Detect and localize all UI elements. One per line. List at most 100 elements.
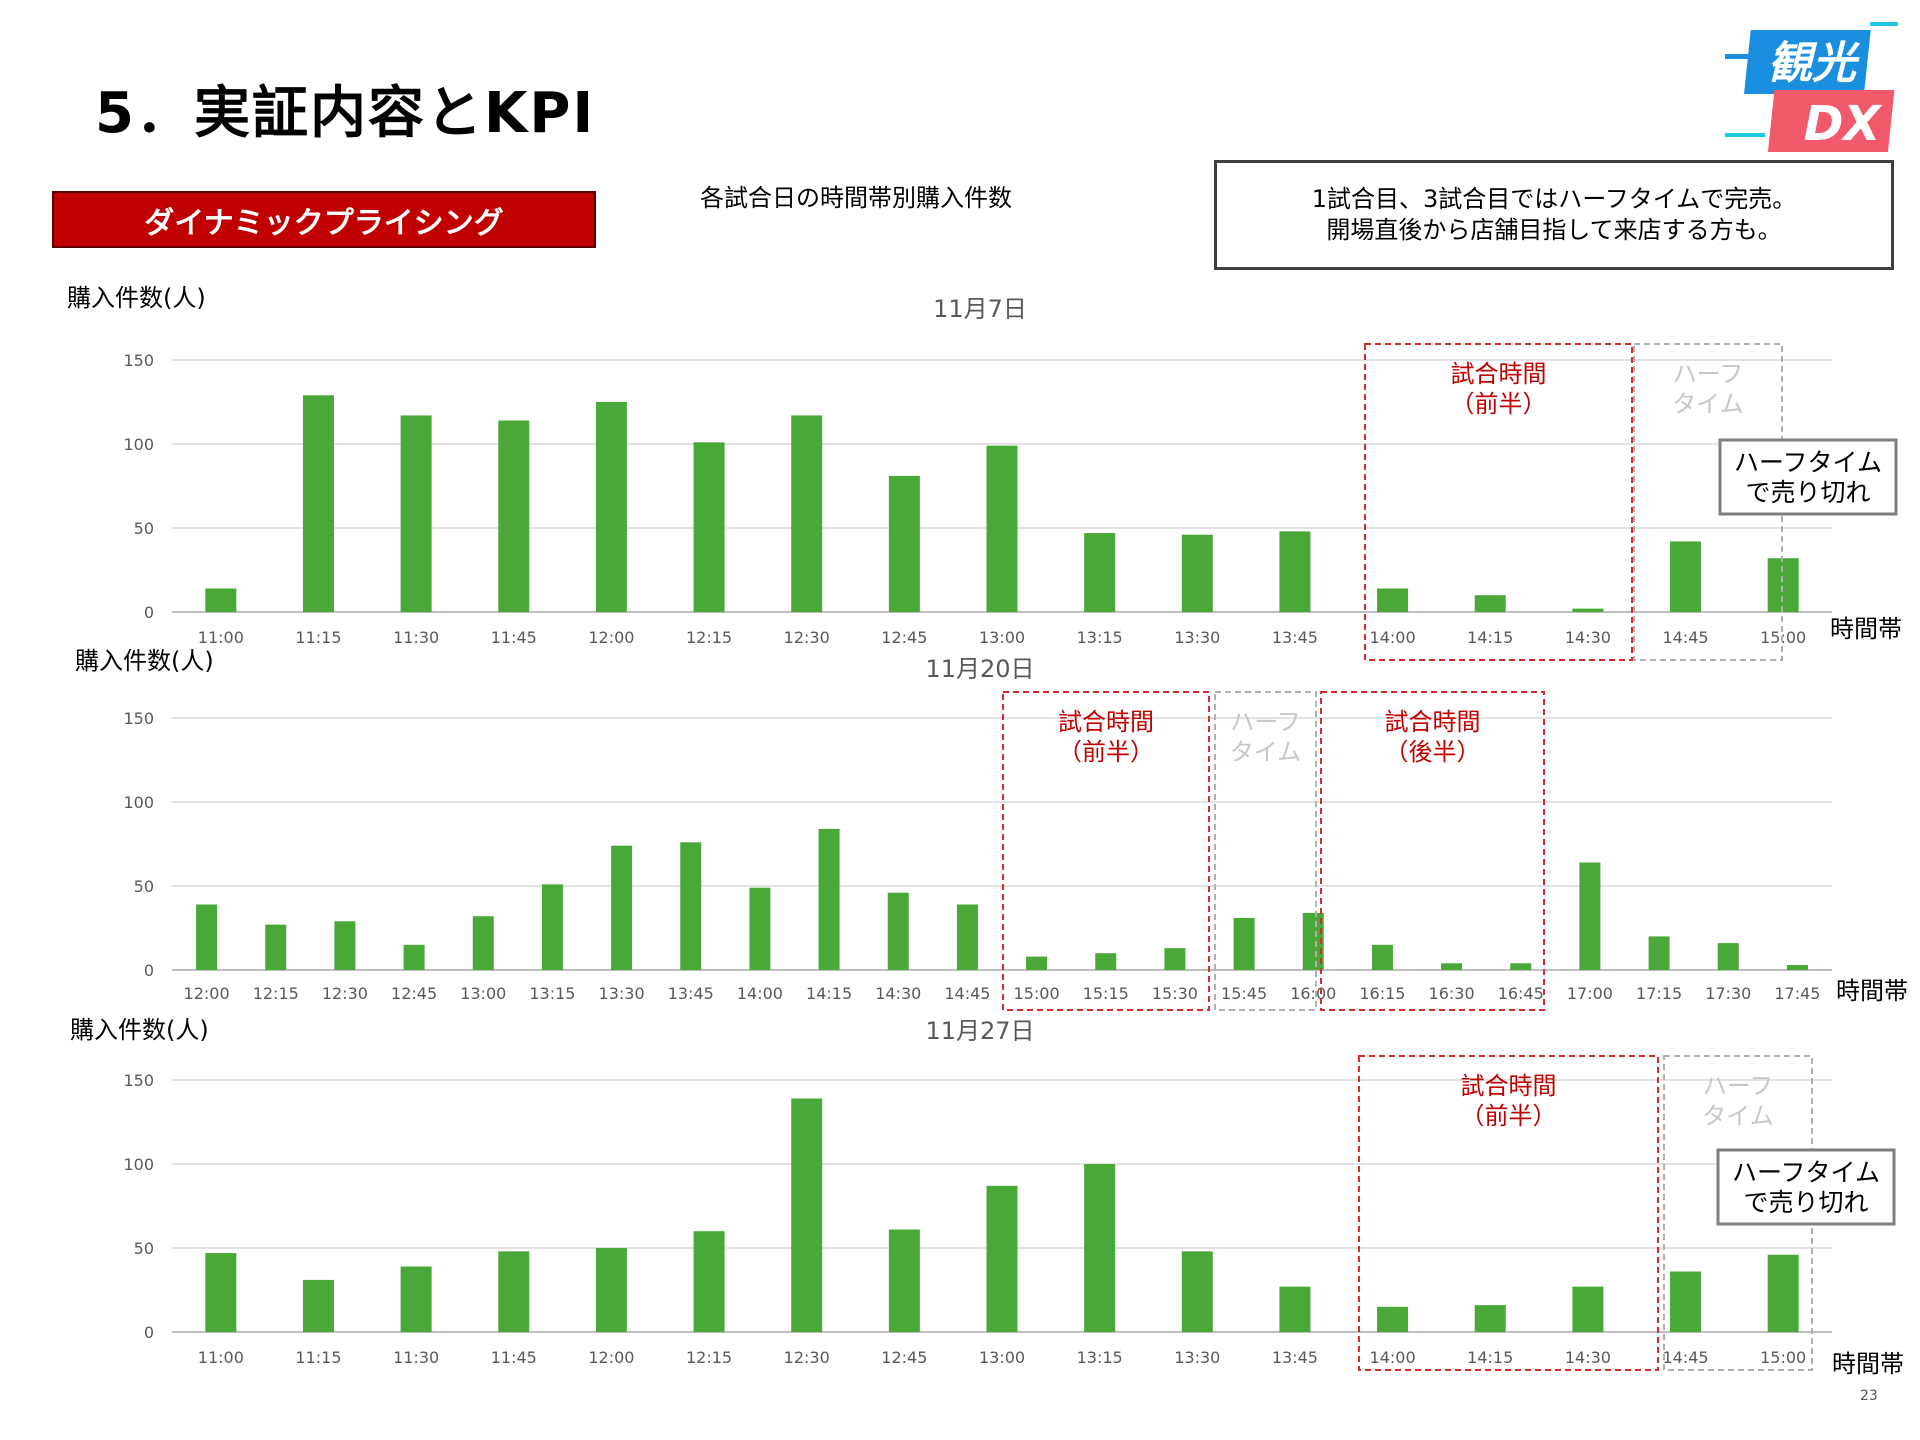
logo-cyan-dash [1725, 133, 1765, 137]
y-tick-label: 150 [123, 709, 154, 728]
logo-text-kanko: 観光 [1768, 38, 1861, 89]
sold-out-callout-text: ハーフタイム [1734, 448, 1882, 477]
x-tick-label: 14:45 [944, 984, 990, 1003]
bar [1572, 1286, 1604, 1332]
bar [1474, 1305, 1506, 1332]
bar [1510, 963, 1532, 970]
y-tick-label: 0 [144, 603, 154, 622]
bar [334, 921, 356, 970]
bar [887, 892, 909, 970]
x-tick-label: 15:00 [1760, 1348, 1806, 1367]
bar [403, 944, 425, 970]
bar [888, 475, 920, 612]
x-tick-label: 12:00 [588, 628, 634, 647]
x-tick-label: 13:15 [1077, 1348, 1123, 1367]
bar [888, 1229, 920, 1332]
bar [1181, 534, 1213, 612]
y-tick-label: 0 [144, 961, 154, 980]
bar [1026, 956, 1048, 970]
bar [1474, 595, 1506, 612]
bar [1572, 608, 1604, 612]
bar [986, 445, 1018, 612]
chart-title: 11月7日 [933, 295, 1027, 323]
x-tick-label: 14:15 [1467, 628, 1513, 647]
halftime-label: タイム [1702, 1102, 1774, 1130]
x-tick-label: 17:00 [1567, 984, 1613, 1003]
halftime-label: タイム [1672, 390, 1744, 418]
bar [1084, 1164, 1116, 1332]
bar [680, 842, 702, 970]
bar [1377, 1306, 1409, 1332]
x-tick-label: 15:00 [1014, 984, 1060, 1003]
x-tick-label: 16:30 [1429, 984, 1475, 1003]
x-tick-label: 11:45 [491, 1348, 537, 1367]
bar [693, 1231, 725, 1332]
match-time-label: 試合時間 [1461, 1072, 1557, 1100]
x-axis-label: 時間帯 [1830, 615, 1902, 643]
x-tick-label: 14:30 [1565, 628, 1611, 647]
y-tick-label: 50 [134, 1239, 154, 1258]
x-tick-label: 15:00 [1760, 628, 1806, 647]
x-tick-label: 16:45 [1498, 984, 1544, 1003]
bar [205, 588, 237, 612]
x-tick-label: 14:00 [1370, 1348, 1416, 1367]
sold-out-callout-box [1716, 1148, 1896, 1226]
x-tick-label: 13:00 [979, 1348, 1025, 1367]
bar [1302, 912, 1324, 970]
bar [1670, 541, 1702, 612]
bar [196, 904, 218, 970]
match-time-label: 試合時間 [1058, 708, 1154, 736]
bar [302, 1279, 334, 1332]
x-tick-label: 13:30 [599, 984, 645, 1003]
bar [1767, 1254, 1799, 1332]
x-tick-label: 11:30 [393, 628, 439, 647]
x-tick-label: 12:00 [184, 984, 230, 1003]
x-tick-label: 11:15 [295, 1348, 341, 1367]
x-tick-label: 14:30 [1565, 1348, 1611, 1367]
match-time-label: 試合時間 [1385, 708, 1481, 736]
sold-out-callout-text: ハーフタイム [1732, 1158, 1880, 1187]
x-tick-label: 11:45 [491, 628, 537, 647]
bar [472, 916, 494, 970]
match-time-label: （前半） [1451, 390, 1547, 418]
bar [595, 402, 627, 612]
logo-blue-band [1725, 54, 1755, 59]
match-time-box [1320, 691, 1545, 1011]
summary-note-box: 1試合目、3試合目ではハーフタイムで完売。 開場直後から店舗目指して来店する方も… [1214, 160, 1894, 270]
x-tick-label: 12:45 [881, 1348, 927, 1367]
bar [791, 415, 823, 612]
x-tick-label: 13:45 [668, 984, 714, 1003]
x-tick-label: 17:30 [1705, 984, 1751, 1003]
x-tick-label: 11:30 [393, 1348, 439, 1367]
x-tick-label: 13:45 [1272, 628, 1318, 647]
bar [956, 904, 978, 970]
x-tick-label: 16:15 [1359, 984, 1405, 1003]
match-time-box [1358, 1055, 1659, 1371]
x-tick-label: 11:00 [198, 1348, 244, 1367]
bar [749, 887, 771, 970]
y-tick-label: 100 [123, 1155, 154, 1174]
logo-cyan-dash [1870, 22, 1898, 26]
bar [1233, 917, 1255, 970]
bar [400, 415, 432, 612]
chart-section-subtitle: 各試合日の時間帯別購入件数 [700, 184, 1012, 212]
bar [986, 1185, 1018, 1332]
bar [400, 1266, 432, 1332]
bar [1084, 533, 1116, 612]
x-tick-label: 12:30 [784, 1348, 830, 1367]
match-time-label: 試合時間 [1451, 360, 1547, 388]
bar [1579, 862, 1601, 970]
x-tick-label: 13:30 [1174, 628, 1220, 647]
y-tick-label: 150 [123, 1071, 154, 1090]
sold-out-callout-text: で売り切れ [1745, 478, 1870, 507]
bar [265, 924, 287, 970]
x-tick-label: 12:30 [784, 628, 830, 647]
sold-out-callout-text: で売り切れ [1743, 1188, 1868, 1217]
y-axis-label: 購入件数(人) [67, 284, 206, 312]
y-tick-label: 50 [134, 877, 154, 896]
bar [1717, 943, 1739, 970]
x-tick-label: 13:15 [529, 984, 575, 1003]
bar [541, 884, 563, 970]
bar [1441, 963, 1463, 970]
bar [1767, 558, 1799, 612]
